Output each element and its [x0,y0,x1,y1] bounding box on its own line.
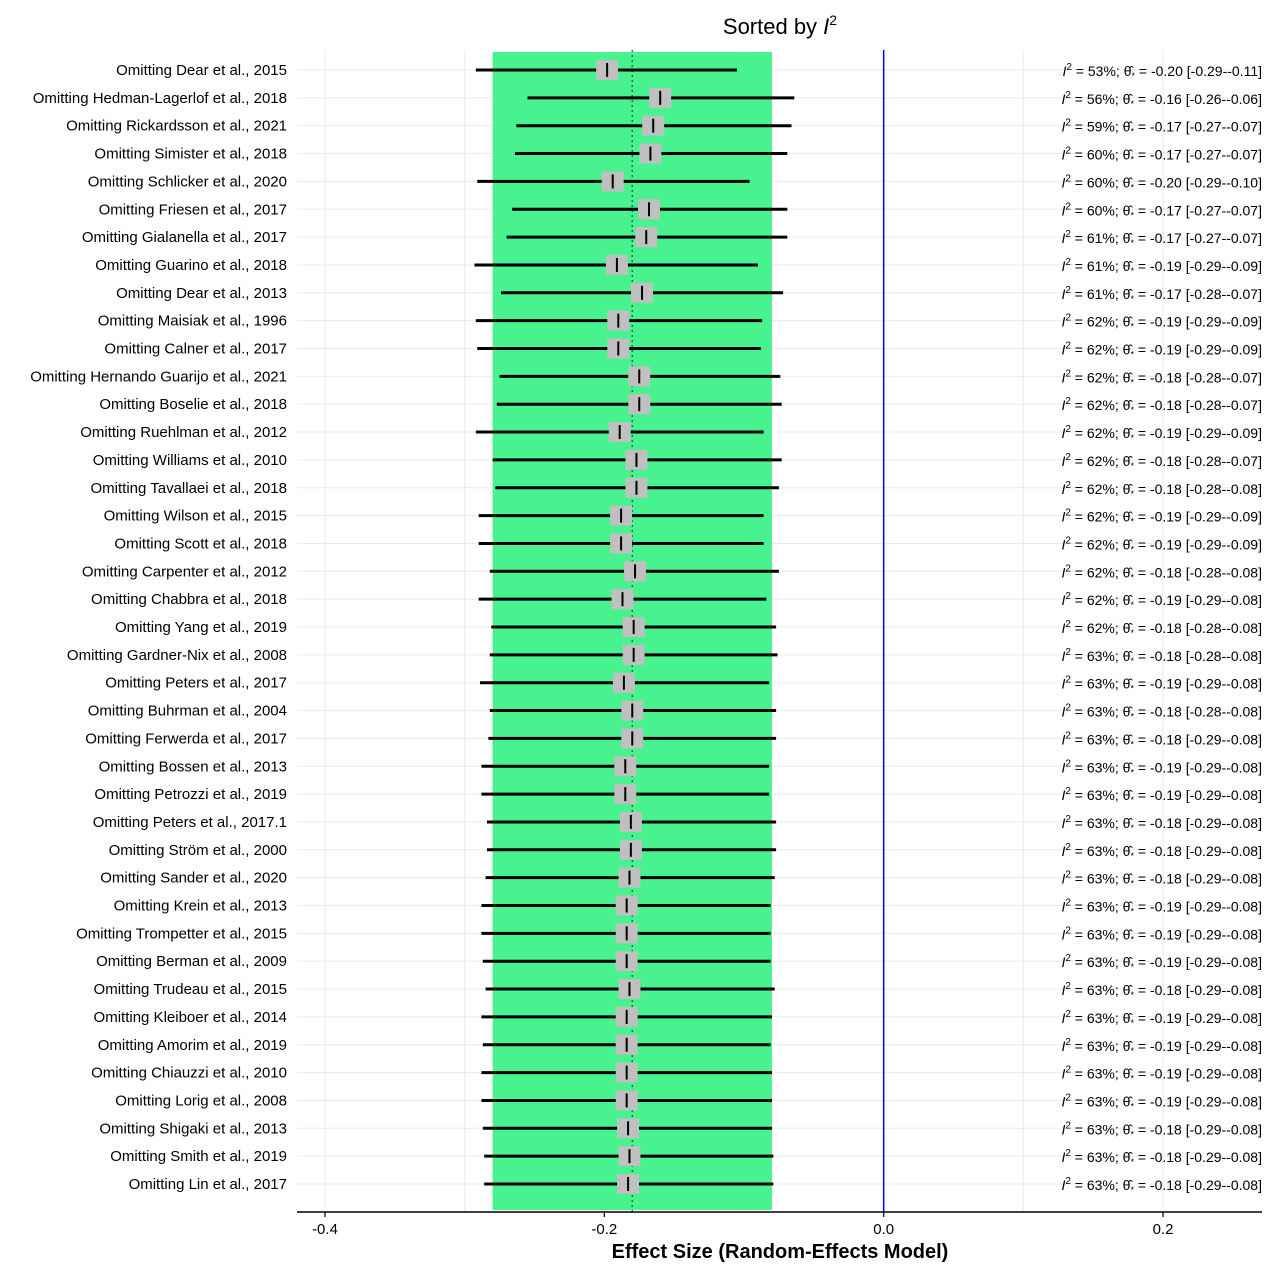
row-annotation: I2 = 62%; θ̂* = -0.18 [-0.28--0.07] [1061,452,1262,471]
study-label: Omitting Williams et al., 2010 [93,452,287,469]
x-tick-label: -0.4 [312,1221,338,1238]
row-annotation: I2 = 53%; θ̂* = -0.20 [-0.29--0.11] [1062,62,1262,81]
row-annotation: I2 = 61%; θ̂* = -0.17 [-0.28--0.07] [1061,285,1262,304]
row-annotation: I2 = 62%; θ̂* = -0.18 [-0.28--0.08] [1061,563,1262,582]
study-label: Omitting Petrozzi et al., 2019 [94,786,287,803]
study-label: Omitting Scott et al., 2018 [114,535,287,552]
study-label: Omitting Wilson et al., 2015 [104,508,287,525]
chart-title-sup: 2 [829,12,837,28]
study-label: Omitting Tavallaei et al., 2018 [90,480,287,497]
row-annotation: I2 = 63%; θ̂* = -0.19 [-0.29--0.08] [1061,1092,1262,1111]
study-label: Omitting Carpenter et al., 2012 [82,563,287,580]
row-annotation: I2 = 63%; θ̂* = -0.18 [-0.29--0.08] [1061,1176,1262,1195]
row-annotation: I2 = 63%; θ̂* = -0.18 [-0.29--0.08] [1061,814,1262,833]
row-annotation: I2 = 63%; θ̂* = -0.18 [-0.29--0.08] [1061,1148,1262,1167]
row-annotation: I2 = 62%; θ̂* = -0.19 [-0.29--0.09] [1061,535,1262,554]
row-annotation: I2 = 62%; θ̂* = -0.19 [-0.29--0.09] [1061,424,1262,443]
row-annotation: I2 = 63%; θ̂* = -0.18 [-0.29--0.08] [1061,1120,1262,1139]
forest-row: Omitting Rickardsson et al., 2021 I2 = 59… [66,116,1262,137]
row-annotation: I2 = 63%; θ̂* = -0.19 [-0.29--0.08] [1061,758,1262,777]
study-label: Omitting Sander et al., 2020 [100,870,287,887]
study-label: Omitting Buhrman et al., 2004 [88,703,287,720]
row-annotation: I2 = 62%; θ̂* = -0.18 [-0.28--0.07] [1061,396,1262,415]
row-annotation: I2 = 62%; θ̂* = -0.18 [-0.28--0.07] [1061,368,1262,387]
study-label: Omitting Maisiak et al., 1996 [98,313,287,330]
row-annotation: I2 = 63%; θ̂* = -0.19 [-0.29--0.08] [1061,675,1262,694]
study-label: Omitting Simister et al., 2018 [94,146,287,163]
row-annotation: I2 = 60%; θ̂* = -0.20 [-0.29--0.10] [1061,173,1262,192]
study-label: Omitting Guarino et al., 2018 [95,257,287,274]
row-annotation: I2 = 63%; θ̂* = -0.19 [-0.29--0.08] [1061,786,1262,805]
study-label: Omitting Amorim et al., 2019 [98,1037,287,1054]
row-annotation: I2 = 59%; θ̂* = -0.17 [-0.27--0.07] [1061,118,1262,137]
study-label: Omitting Lin et al., 2017 [129,1176,287,1193]
x-axis-title: Effect Size (Random-Effects Model) [612,1241,949,1263]
study-label: Omitting Kleiboer et al., 2014 [94,1009,287,1026]
x-tick-label: -0.2 [591,1221,617,1238]
study-label: Omitting Boselie et al., 2018 [99,396,287,413]
study-label: Omitting Chiauzzi et al., 2010 [91,1065,287,1082]
study-label: Omitting Calner et al., 2017 [104,341,287,358]
study-label: Omitting Shigaki et al., 2013 [99,1120,287,1137]
row-annotation: I2 = 63%; θ̂* = -0.19 [-0.29--0.08] [1061,1065,1262,1084]
study-label: Omitting Krein et al., 2013 [114,898,287,915]
row-annotation: I2 = 62%; θ̂* = -0.18 [-0.28--0.08] [1061,619,1262,638]
row-annotation: I2 = 60%; θ̂* = -0.17 [-0.27--0.07] [1061,201,1262,220]
study-label: Omitting Trompetter et al., 2015 [76,925,287,942]
row-annotation: I2 = 63%; θ̂* = -0.18 [-0.29--0.08] [1061,842,1262,861]
study-label: Omitting Smith et al., 2019 [110,1148,287,1165]
study-label: Omitting Bossen et al., 2013 [99,758,287,775]
x-tick-label: 0.2 [1153,1221,1174,1238]
study-label: Omitting Gardner-Nix et al., 2008 [67,647,287,664]
chart-title-prefix: Sorted by [723,14,823,39]
row-annotation: I2 = 63%; θ̂* = -0.19 [-0.29--0.08] [1061,925,1262,944]
study-label: Omitting Berman et al., 2009 [96,953,287,970]
row-annotation: I2 = 61%; θ̂* = -0.19 [-0.29--0.09] [1061,257,1262,276]
study-label: Omitting Ström et al., 2000 [109,842,287,859]
study-label: Omitting Hernando Guarijo et al., 2021 [30,368,287,385]
row-annotation: I2 = 62%; θ̂* = -0.18 [-0.28--0.08] [1061,480,1262,499]
study-label: Omitting Trudeau et al., 2015 [94,981,287,998]
row-annotation: I2 = 63%; θ̂* = -0.18 [-0.29--0.08] [1061,730,1262,749]
x-axis: -0.4 -0.2 0.0 0.2 [297,1212,1262,1238]
study-label: Omitting Dear et al., 2013 [116,285,287,302]
row-annotation: I2 = 63%; θ̂* = -0.19 [-0.29--0.08] [1061,898,1262,917]
row-annotation: I2 = 62%; θ̂* = -0.19 [-0.29--0.09] [1061,341,1262,360]
row-annotation: I2 = 60%; θ̂* = -0.17 [-0.27--0.07] [1061,146,1262,165]
row-annotation: I2 = 63%; θ̂* = -0.19 [-0.29--0.08] [1061,1037,1262,1056]
forest-row: Omitting Hernando Guarijo et al., 2021 I2… [30,366,1262,387]
study-label: Omitting Chabbra et al., 2018 [91,591,287,608]
row-annotation: I2 = 62%; θ̂* = -0.19 [-0.29--0.09] [1061,508,1262,527]
row-annotation: I2 = 63%; θ̂* = -0.18 [-0.29--0.08] [1061,870,1262,889]
row-annotation: I2 = 62%; θ̂* = -0.19 [-0.29--0.08] [1061,591,1262,610]
study-label: Omitting Peters et al., 2017.1 [93,814,287,831]
study-label: Omitting Gialanella et al., 2017 [82,229,287,246]
study-label: Omitting Yang et al., 2019 [115,619,287,636]
row-annotation: I2 = 63%; θ̂* = -0.18 [-0.28--0.08] [1061,647,1262,666]
study-label: Omitting Rickardsson et al., 2021 [66,118,287,135]
row-annotation: I2 = 63%; θ̂* = -0.19 [-0.29--0.08] [1061,1009,1262,1028]
row-annotation: I2 = 63%; θ̂* = -0.19 [-0.29--0.08] [1061,953,1262,972]
row-annotation: I2 = 62%; θ̂* = -0.19 [-0.29--0.09] [1061,313,1262,332]
row-annotation: I2 = 61%; θ̂* = -0.17 [-0.27--0.07] [1061,229,1262,248]
chart-title: Sorted by I2 [723,12,837,39]
study-label: Omitting Hedman-Lagerlof et al., 2018 [33,90,287,107]
row-annotation: I2 = 63%; θ̂* = -0.18 [-0.28--0.08] [1061,703,1262,722]
study-label: Omitting Dear et al., 2015 [116,62,287,79]
study-label: Omitting Lorig et al., 2008 [115,1092,287,1109]
study-label: Omitting Friesen et al., 2017 [99,201,287,218]
study-label: Omitting Ruehlman et al., 2012 [80,424,287,441]
row-annotation: I2 = 63%; θ̂* = -0.18 [-0.29--0.08] [1061,981,1262,1000]
row-annotation: I2 = 56%; θ̂* = -0.16 [-0.26--0.06] [1061,90,1262,109]
x-tick-label: 0.0 [873,1221,894,1238]
study-label: Omitting Ferwerda et al., 2017 [85,730,287,747]
study-label: Omitting Schlicker et al., 2020 [88,173,287,190]
study-label: Omitting Peters et al., 2017 [105,675,287,692]
